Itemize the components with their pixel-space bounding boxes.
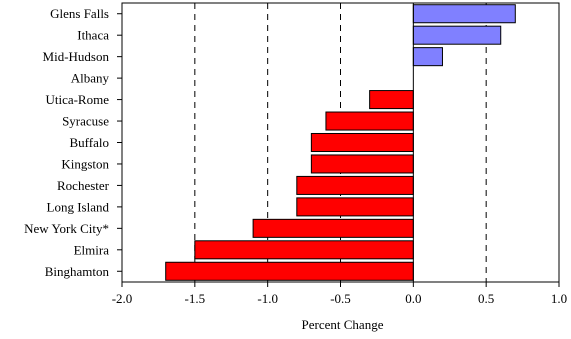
bar-2 — [412, 47, 443, 67]
x-tick-label-2: -1.0 — [257, 291, 278, 306]
category-label-12: Binghamton — [45, 264, 110, 279]
category-label-11: Elmira — [74, 242, 110, 257]
bar-4 — [369, 90, 414, 110]
bar-9 — [296, 197, 414, 217]
category-label-10: New York City* — [24, 221, 109, 236]
x-axis-label: Percent Change — [302, 317, 384, 332]
bar-10 — [252, 218, 414, 238]
x-tick-label-5: 0.5 — [478, 291, 494, 306]
x-tick-label-6: 1.0 — [551, 291, 567, 306]
bar-11 — [194, 240, 414, 260]
category-label-5: Syracuse — [62, 114, 109, 129]
x-tick-label-0: -2.0 — [112, 291, 133, 306]
category-label-4: Utica-Rome — [45, 92, 109, 107]
x-tick-label-1: -1.5 — [185, 291, 206, 306]
category-label-6: Buffalo — [70, 135, 109, 150]
category-label-3: Albany — [71, 71, 110, 86]
bar-1 — [412, 25, 502, 45]
x-tick-label-4: 0.0 — [405, 291, 421, 306]
bar-12 — [165, 261, 414, 281]
category-label-1: Ithaca — [77, 28, 109, 43]
category-label-8: Rochester — [57, 178, 110, 193]
category-label-7: Kingston — [61, 156, 109, 171]
bar-8 — [296, 175, 414, 195]
category-label-0: Glens Falls — [50, 6, 109, 21]
bar-6 — [310, 132, 414, 153]
bar-5 — [325, 111, 414, 131]
bar-0 — [412, 4, 516, 24]
category-label-9: Long Island — [47, 199, 110, 214]
x-tick-label-3: -0.5 — [330, 291, 351, 306]
category-label-2: Mid-Hudson — [43, 49, 110, 64]
bar-7 — [310, 154, 414, 174]
